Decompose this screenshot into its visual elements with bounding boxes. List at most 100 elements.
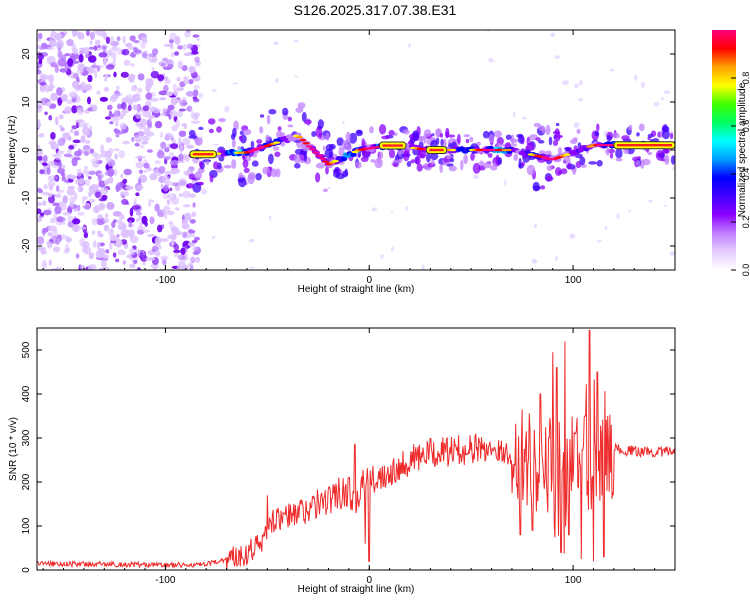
noise-blob	[159, 97, 167, 101]
signal-halo-blob	[280, 141, 286, 147]
signal-halo-blob	[548, 136, 553, 146]
noise-blob	[50, 142, 56, 150]
signal-ridge-core	[192, 153, 214, 156]
signal-halo-blob	[557, 147, 563, 155]
signal-halo-blob	[606, 135, 612, 142]
signal-halo-blob	[223, 164, 232, 169]
signal-halo-blob	[657, 152, 663, 157]
noise-blob	[110, 52, 117, 58]
signal-halo-blob	[540, 185, 546, 190]
signal-halo-blob	[661, 148, 670, 154]
signal-halo-blob	[325, 132, 330, 141]
signal-halo-blob	[282, 107, 289, 116]
noise-blob	[120, 114, 124, 120]
figure-title: S126.2025.317.07.38.E31	[294, 2, 457, 18]
noise-blob	[133, 134, 143, 140]
noise-blob	[192, 98, 200, 103]
noise-blob	[38, 133, 45, 138]
noise-blob	[574, 83, 579, 89]
signal-halo-blob	[567, 162, 571, 170]
noise-blob	[103, 218, 110, 223]
noise-blob	[40, 246, 47, 255]
signal-halo-blob	[418, 136, 424, 142]
noise-blob	[57, 98, 62, 106]
noise-blob	[92, 104, 98, 112]
noise-blob	[145, 92, 153, 100]
noise-blob	[148, 202, 152, 207]
noise-blob	[139, 251, 144, 260]
noise-blob	[49, 104, 57, 110]
spectrogram-y-ticks: -20 -10 0 10 20	[21, 48, 675, 253]
noise-blob	[294, 75, 298, 78]
signal-halo-blob	[443, 138, 447, 149]
signal-halo-blob	[268, 153, 274, 165]
noise-blob	[167, 193, 177, 201]
signal-halo-blob	[374, 157, 383, 169]
noise-blob	[200, 188, 208, 195]
noise-blob	[170, 52, 175, 58]
noise-blob	[135, 111, 142, 120]
noise-blob	[56, 87, 63, 96]
noise-blob	[96, 30, 101, 36]
noise-blob	[108, 113, 115, 118]
signal-halo-blob	[493, 130, 502, 138]
noise-blob	[198, 92, 204, 99]
noise-blob	[122, 260, 126, 265]
noise-blob	[135, 192, 140, 197]
noise-blob	[179, 99, 188, 107]
noise-blob	[628, 209, 631, 213]
x-tick-label: 0	[366, 275, 372, 286]
signal-core-blob	[350, 152, 357, 158]
noise-blob	[161, 175, 171, 184]
signal-halo-blob	[287, 124, 294, 128]
noise-blob	[648, 199, 653, 203]
signal-halo-blob	[209, 174, 214, 183]
noise-blob	[50, 92, 58, 101]
noise-blob	[122, 140, 130, 145]
signal-halo-blob	[231, 159, 237, 169]
noise-blob	[62, 195, 68, 204]
noise-blob	[190, 120, 200, 124]
noise-blob	[669, 251, 675, 256]
noise-blob	[129, 247, 136, 256]
signal-halo-blob	[423, 133, 427, 144]
noise-blob	[37, 208, 42, 215]
noise-blob	[125, 185, 134, 190]
noise-blob	[88, 46, 95, 50]
snr-x-ticks: -100 0 100	[42, 328, 676, 586]
noise-blob	[56, 216, 64, 223]
signal-halo-blob	[497, 157, 503, 165]
signal-halo-blob	[341, 170, 349, 178]
signal-halo-blob	[588, 161, 597, 165]
y-tick-label: 100	[21, 517, 32, 534]
noise-blob	[188, 65, 196, 74]
noise-blob	[109, 228, 114, 233]
noise-blob	[171, 234, 177, 241]
noise-blob	[98, 180, 106, 188]
signal-halo-blob	[237, 177, 244, 183]
colorbar-tick-label: 0.4	[741, 168, 750, 181]
noise-blob	[60, 127, 65, 132]
noise-blob	[129, 63, 135, 67]
noise-blob	[83, 47, 90, 55]
noise-blob	[185, 30, 192, 33]
noise-blob	[43, 184, 48, 190]
noise-blob	[47, 46, 55, 50]
noise-blob	[91, 218, 98, 226]
noise-blob	[138, 169, 144, 174]
noise-blob	[65, 247, 71, 252]
noise-blob	[151, 67, 155, 71]
noise-blob	[75, 253, 80, 259]
noise-blob	[115, 258, 120, 263]
noise-blob	[158, 166, 166, 174]
noise-blob	[550, 32, 555, 38]
y-tick-label: -10	[21, 190, 32, 205]
noise-blob	[38, 59, 43, 65]
signal-halo-blob	[613, 132, 620, 139]
signal-halo-blob	[402, 129, 410, 135]
noise-blob	[115, 219, 123, 224]
noise-blob	[109, 241, 113, 250]
noise-blob	[104, 266, 110, 270]
noise-blob	[71, 224, 81, 232]
noise-blob	[46, 240, 53, 247]
